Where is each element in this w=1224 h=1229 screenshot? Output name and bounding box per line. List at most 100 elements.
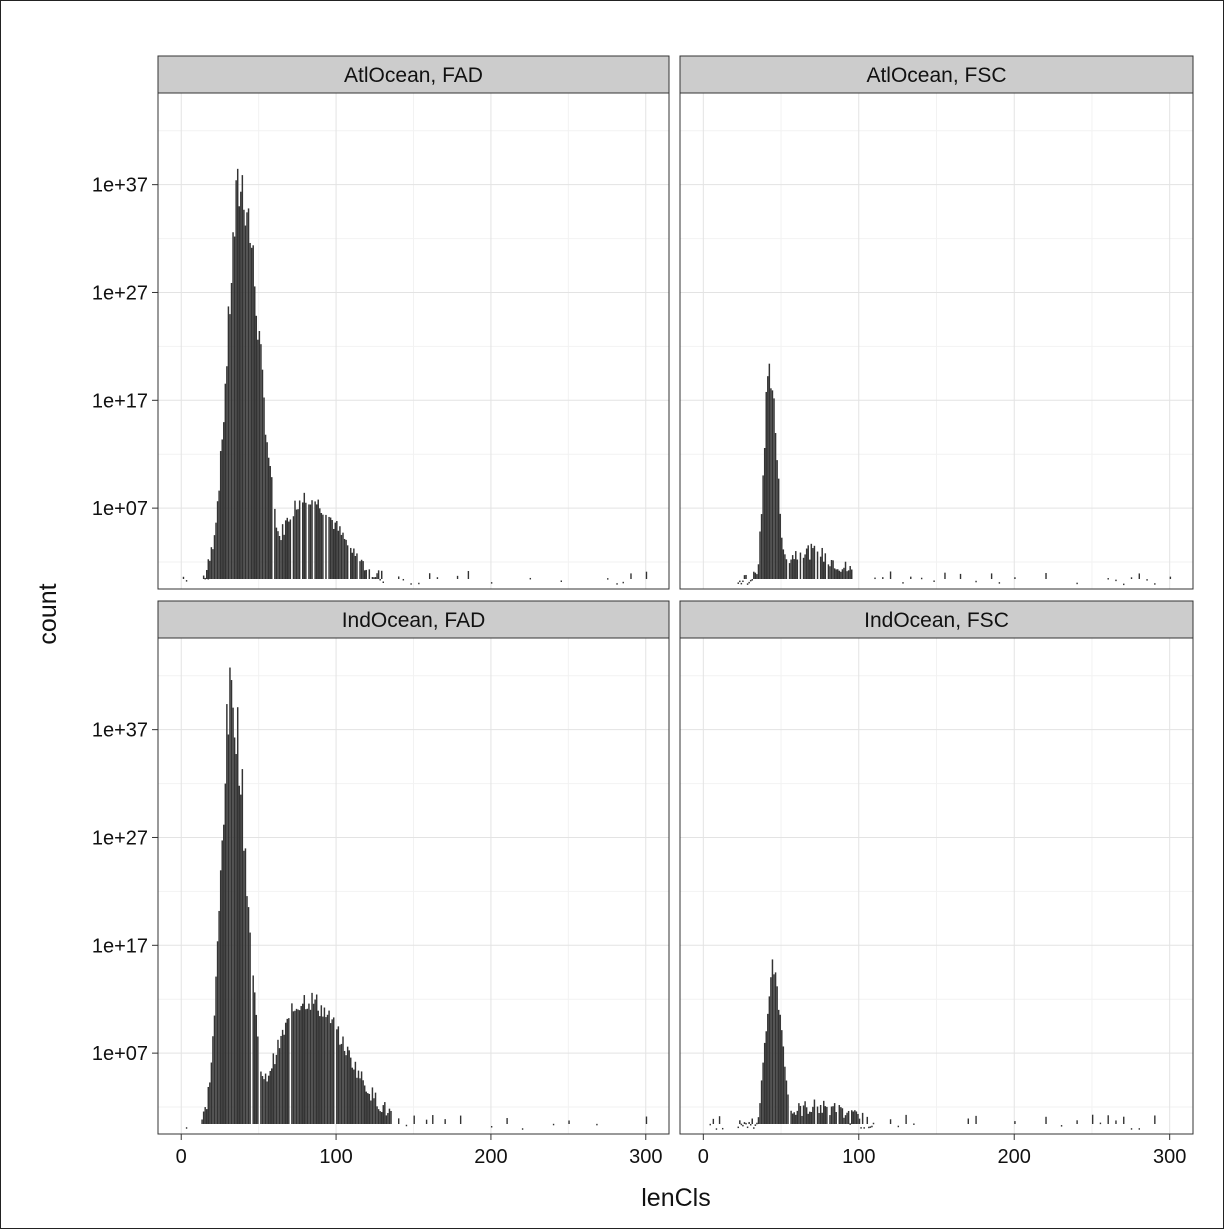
histogram-bar [832, 560, 834, 579]
histogram-bar [809, 559, 811, 579]
histogram-bar [315, 504, 318, 579]
histogram-bar [398, 1118, 400, 1124]
histogram-bar [990, 573, 993, 579]
histogram-bar [837, 569, 839, 579]
histogram-bar [356, 1077, 358, 1124]
histogram-bar [223, 824, 225, 1124]
histogram-bar [751, 579, 753, 581]
histogram-bar [204, 577, 206, 580]
histogram-bar [206, 570, 208, 579]
histogram-bar [782, 549, 785, 579]
histogram-bar [770, 388, 772, 579]
histogram-bar [801, 1115, 803, 1124]
histogram-bar [213, 1015, 216, 1124]
histogram-bar [342, 1036, 344, 1124]
histogram-bar [759, 1103, 761, 1124]
histogram-bar [804, 1101, 806, 1124]
histogram-bar [241, 175, 244, 579]
histogram-bar [283, 1034, 285, 1124]
histogram-bar [709, 1123, 711, 1126]
histogram-bar [742, 580, 744, 583]
histogram-bar [832, 1106, 834, 1124]
histogram-bar [826, 1106, 828, 1124]
histogram-bar [871, 1125, 873, 1128]
histogram-bar [830, 1106, 833, 1124]
histogram-bar [762, 1062, 764, 1124]
histogram-bar [721, 1127, 724, 1130]
histogram-bar [275, 1054, 278, 1124]
histogram-bar [359, 561, 361, 579]
histogram-bar [373, 1098, 375, 1124]
histogram-bar [278, 535, 281, 579]
histogram-bar [821, 1112, 823, 1124]
histogram-bar [869, 1126, 872, 1128]
histogram-bar [843, 567, 845, 579]
histogram-bar [350, 1057, 352, 1124]
histogram-bar [278, 1048, 281, 1124]
histogram-bar [325, 1017, 327, 1124]
histogram-bar [244, 848, 247, 1124]
histogram-bar [215, 976, 217, 1124]
histogram-bar [790, 1110, 792, 1124]
histogram-bar [840, 1107, 842, 1124]
histogram-bar [360, 1071, 363, 1124]
histogram-bar [975, 1115, 977, 1124]
histogram-bar [781, 1030, 783, 1124]
histogram-bar [851, 1110, 853, 1124]
histogram-bar [872, 1122, 875, 1125]
histogram-bar [384, 1102, 386, 1124]
histogram-bar [263, 1079, 265, 1124]
histogram-bar [213, 535, 216, 579]
histogram-bar [754, 1124, 757, 1126]
histogram-bar [1076, 1120, 1078, 1124]
histogram-bar [325, 514, 327, 579]
histogram-bar [289, 519, 292, 579]
histogram-bar [776, 986, 778, 1124]
histogram-bar [311, 992, 313, 1124]
histogram-bar [768, 363, 771, 579]
histogram-bar [607, 578, 609, 580]
histogram-bar [326, 1014, 329, 1124]
histogram-bar [754, 572, 757, 579]
histogram-bar [272, 1053, 275, 1124]
histogram-bar [840, 571, 842, 579]
histogram-bar [858, 1118, 861, 1124]
histogram-bar [240, 794, 242, 1124]
histogram-bar [202, 1111, 205, 1124]
histogram-bar [854, 1110, 856, 1124]
histogram-bar [345, 1055, 347, 1124]
histogram-bar [767, 1013, 769, 1124]
histogram-bar [241, 769, 244, 1124]
y-tick-label: 1e+07 [92, 1043, 148, 1065]
histogram-bar [785, 1080, 788, 1124]
histogram-bar [1107, 1115, 1109, 1124]
histogram-bar [215, 522, 217, 579]
histogram-bar [286, 1018, 288, 1124]
histogram-bar [810, 1111, 813, 1124]
histogram-bar [833, 1103, 836, 1124]
histogram-bar [308, 1003, 310, 1124]
histogram-bar [308, 504, 310, 579]
histogram-bar [860, 1127, 862, 1129]
histogram-bar [226, 704, 228, 1124]
facet-strip [679, 55, 1194, 94]
histogram-bar [288, 1018, 290, 1124]
histogram-bar [212, 549, 214, 579]
histogram-bar [847, 1110, 850, 1124]
histogram-bar [760, 1080, 763, 1124]
histogram-bar [343, 538, 346, 579]
histogram-bar [816, 551, 819, 579]
histogram-bar [757, 564, 760, 579]
histogram-bar [387, 1113, 389, 1124]
histogram-bar [796, 559, 799, 579]
histogram-bar [790, 559, 792, 579]
histogram-bar [756, 1122, 758, 1125]
histogram-bar [348, 1050, 350, 1124]
x-axis-title: lenCls [641, 1184, 710, 1212]
histogram-bar [261, 369, 264, 579]
histogram-bar [297, 509, 299, 579]
histogram-bar [425, 1119, 428, 1124]
histogram-bar [1154, 583, 1156, 585]
histogram-bar [756, 574, 758, 579]
